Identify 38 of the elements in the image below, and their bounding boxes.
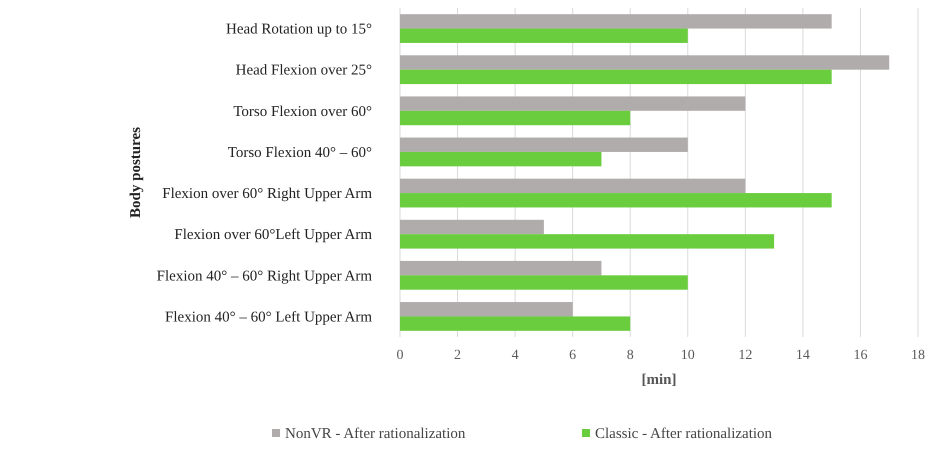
x-axis-title: [min] [642, 372, 676, 388]
bar [400, 28, 688, 43]
bar [400, 193, 832, 208]
bar [400, 234, 774, 249]
x-tick-label: 12 [738, 348, 752, 363]
bar [400, 96, 746, 111]
bar [400, 275, 688, 290]
x-tick-label: 6 [569, 348, 576, 363]
bar [400, 138, 688, 152]
x-tick-label: 16 [853, 348, 868, 363]
legend-label: Classic - After rationalization [595, 426, 773, 442]
y-axis-title: Body postures [128, 126, 144, 218]
bar [400, 55, 890, 70]
bar [400, 316, 630, 331]
bar [400, 152, 602, 166]
bar [400, 178, 746, 194]
y-tick-label: Head Flexion over 25° [236, 62, 372, 79]
bar [400, 70, 832, 84]
x-tick-label: 14 [796, 348, 810, 363]
bar [400, 220, 544, 234]
bar [400, 110, 630, 126]
y-tick-label: Torso Flexion 40° – 60° [228, 144, 372, 161]
x-tick-label: 2 [454, 348, 462, 363]
y-tick-label: Flexion 40° – 60° Right Upper Arm [156, 268, 372, 284]
y-tick-label: Flexion over 60° Right Upper Arm [162, 186, 372, 202]
x-tick-label: 0 [396, 348, 404, 363]
x-tick-label: 18 [911, 348, 925, 363]
y-tick-label: Head Rotation up to 15° [226, 22, 372, 38]
x-tick-label: 4 [512, 348, 519, 363]
x-tick-label: 8 [626, 348, 634, 363]
y-tick-label: Flexion 40° – 60° Left Upper Arm [165, 309, 372, 326]
x-tick-label: 10 [680, 348, 695, 363]
bar [400, 260, 602, 276]
bar [400, 14, 832, 29]
legend-label: NonVR - After rationalization [285, 426, 466, 442]
bar [400, 302, 573, 316]
y-tick-label: Flexion over 60°Left Upper Arm [174, 227, 372, 244]
y-tick-label: Torso Flexion over 60° [233, 104, 372, 120]
